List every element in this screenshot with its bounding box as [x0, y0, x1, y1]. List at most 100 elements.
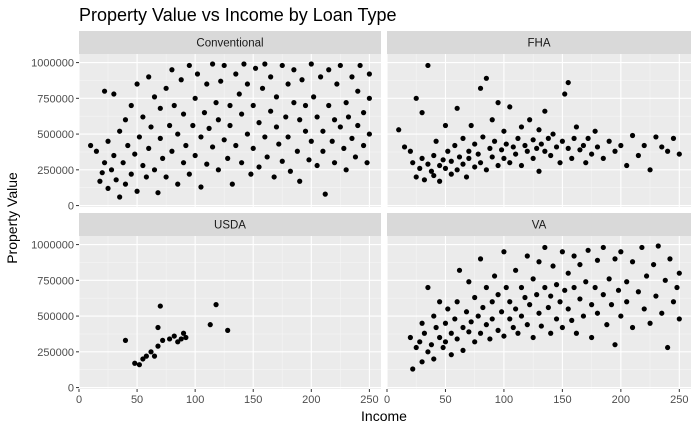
data-point [331, 160, 338, 166]
data-point [550, 263, 556, 269]
data-point [615, 287, 622, 293]
data-point [538, 141, 544, 147]
data-point [157, 105, 163, 111]
data-point [419, 155, 425, 161]
data-point [477, 160, 484, 166]
data-point [674, 284, 680, 291]
data-point [647, 320, 653, 326]
data-point [302, 102, 309, 109]
data-point [178, 77, 184, 83]
data-point [322, 191, 328, 197]
data-point [225, 327, 231, 333]
data-point [472, 141, 478, 147]
data-point [624, 299, 630, 305]
data-point [635, 152, 641, 159]
data-point [178, 336, 184, 342]
data-point [341, 145, 347, 151]
data-point [559, 324, 565, 331]
data-point [454, 299, 460, 305]
data-point [244, 131, 251, 137]
data-point [349, 135, 355, 141]
data-point [491, 273, 498, 279]
data-point [252, 65, 259, 71]
y-tick-label: 1000000 [31, 240, 74, 252]
data-point [360, 110, 367, 116]
x-tick-label: 250 [360, 394, 378, 406]
data-point [167, 336, 173, 342]
data-point [489, 154, 495, 160]
data-point [460, 324, 466, 331]
data-point [113, 177, 119, 183]
panel-conventional: Conventional [78, 31, 381, 207]
data-point [239, 111, 245, 117]
data-point [653, 293, 659, 299]
data-point [93, 148, 100, 154]
data-point [227, 122, 233, 129]
data-point [433, 138, 439, 144]
data-point [667, 256, 673, 262]
x-tick-label: 0 [384, 394, 390, 406]
data-point [311, 94, 317, 100]
y-tick-label: 250000 [37, 347, 74, 359]
data-point [410, 160, 416, 166]
data-point [466, 148, 472, 154]
data-point [417, 339, 423, 345]
data-point [425, 161, 431, 167]
data-point [221, 62, 227, 69]
x-tick-label: 100 [186, 394, 204, 406]
data-point [557, 160, 563, 166]
data-point [548, 330, 554, 336]
data-point [213, 100, 219, 106]
data-point [209, 144, 216, 150]
data-point [101, 160, 108, 166]
data-point [180, 160, 187, 166]
data-point [160, 337, 166, 343]
data-point [143, 174, 149, 180]
data-point [659, 310, 665, 316]
data-point [318, 74, 324, 80]
data-point [503, 141, 509, 147]
data-point [167, 122, 173, 129]
data-point [302, 128, 309, 134]
data-point [175, 131, 181, 137]
data-point [487, 145, 493, 151]
data-point [624, 162, 630, 169]
data-point [559, 249, 565, 255]
data-point [151, 353, 158, 359]
data-point [489, 316, 495, 322]
data-point [456, 267, 463, 273]
data-point [215, 167, 221, 173]
data-point [577, 296, 583, 302]
data-point [163, 174, 169, 180]
data-point [194, 71, 201, 77]
data-point [662, 277, 668, 283]
data-point [545, 304, 551, 311]
data-point [279, 158, 285, 164]
data-point [175, 339, 181, 345]
data-point [221, 137, 227, 143]
data-point [314, 114, 320, 120]
data-point [343, 167, 349, 173]
data-point [665, 344, 671, 351]
data-point [132, 360, 138, 366]
data-point [431, 152, 437, 159]
data-point [407, 334, 413, 341]
data-point [463, 174, 470, 180]
data-point [209, 61, 216, 67]
data-point [140, 114, 146, 120]
data-point [105, 185, 111, 192]
data-point [548, 293, 554, 299]
data-point [530, 334, 536, 341]
panels-group: Conventional FHA USDA VA [78, 31, 691, 389]
facet-strip-label: USDA [214, 220, 246, 232]
data-point [585, 135, 591, 141]
data-point [571, 135, 577, 141]
data-point [639, 244, 645, 251]
data-point [573, 330, 580, 336]
data-point [421, 330, 428, 336]
panel-background [79, 236, 381, 389]
y-tick-label: 750000 [37, 275, 74, 287]
data-point [659, 144, 665, 150]
data-point [553, 316, 560, 322]
data-point [483, 167, 489, 173]
